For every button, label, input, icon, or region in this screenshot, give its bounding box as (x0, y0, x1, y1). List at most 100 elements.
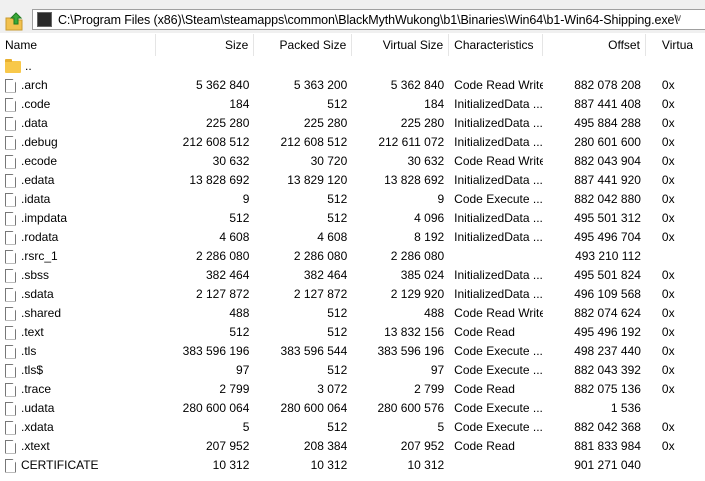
virtual-address-cell: 0x (661, 325, 675, 339)
table-row[interactable]: .rodata 4 608 4 608 8 192 InitializedData ..… (0, 228, 705, 247)
virtual-address-cell: 0x (661, 230, 675, 244)
file-icon (5, 344, 16, 359)
file-name: .xdata (21, 420, 54, 434)
parent-folder-row[interactable]: .. (0, 57, 705, 76)
name-cell: .sbss (0, 266, 156, 285)
virtual-address-cell: 0x (661, 382, 675, 396)
table-row[interactable]: .xdata 5 512 5 Code Execute ... 882 042 368 0x (0, 418, 705, 437)
name-cell: .tls (0, 342, 156, 361)
file-name: .rsrc_1 (21, 249, 58, 263)
size-cell: 382 464 (205, 268, 250, 282)
offset-cell: 495 501 824 (574, 268, 641, 282)
offset-cell: 901 271 040 (574, 458, 641, 472)
characteristics-cell (449, 247, 543, 266)
size-cell: 2 286 080 (195, 249, 250, 263)
size-cell: 13 828 692 (189, 173, 250, 187)
characteristics-cell: Code Read Write (454, 154, 544, 168)
file-icon (5, 306, 16, 321)
virtual-size-cell: 184 (424, 97, 445, 111)
characteristics-cell: Code Read (454, 439, 515, 453)
column-header-name[interactable]: Name (0, 34, 157, 56)
file-name: .xtext (21, 439, 50, 453)
column-header-virtual-address[interactable]: Virtua (661, 38, 694, 52)
file-icon (5, 268, 16, 283)
virtual-size-cell: 4 096 (414, 211, 445, 225)
column-header-size[interactable]: Size (156, 34, 255, 56)
name-cell: .rsrc_1 (0, 247, 156, 266)
up-folder-button[interactable] (4, 10, 26, 32)
table-row[interactable]: .code 184 512 184 InitializedData ... 887 441… (0, 95, 705, 114)
table-row[interactable]: .udata 280 600 064 280 600 064 280 600 576 C… (0, 399, 705, 418)
offset-cell: 882 042 368 (574, 420, 641, 434)
packed-size-cell: 212 608 512 (280, 135, 348, 149)
table-row[interactable]: .impdata 512 512 4 096 InitializedData ... 49… (0, 209, 705, 228)
table-row[interactable]: .idata 9 512 9 Code Execute ... 882 042 880 0x (0, 190, 705, 209)
table-row[interactable]: .trace 2 799 3 072 2 799 Code Read 882 075 13… (0, 380, 705, 399)
packed-size-cell: 280 600 064 (280, 401, 348, 415)
column-header-packed-size[interactable]: Packed Size (254, 34, 353, 56)
file-name: .shared (21, 306, 62, 320)
column-header-offset[interactable]: Offset (543, 34, 646, 56)
characteristics-cell (449, 456, 543, 475)
size-cell: 5 (242, 420, 250, 434)
table-row[interactable]: .edata 13 828 692 13 829 120 13 828 692 Init… (0, 171, 705, 190)
name-cell: .sdata (0, 285, 156, 304)
characteristics-cell: Code Execute ... (454, 192, 543, 206)
virtual-size-cell: 280 600 576 (377, 401, 445, 415)
file-name: .code (21, 97, 51, 111)
name-cell: .edata (0, 171, 156, 190)
table-row[interactable]: .sbss 382 464 382 464 385 024 InitializedDat… (0, 266, 705, 285)
characteristics-cell: Code Read (454, 382, 515, 396)
virtual-address-cell: 0x (661, 363, 675, 377)
size-cell: 2 799 (219, 382, 250, 396)
name-cell: .udata (0, 399, 156, 418)
packed-size-cell: 383 596 544 (280, 344, 348, 358)
packed-size-cell: 512 (327, 325, 348, 339)
column-header-characteristics[interactable]: Characteristics (449, 34, 544, 56)
name-cell: .trace (0, 380, 156, 399)
column-header-virtual-size[interactable]: Virtual Size (352, 34, 450, 56)
table-row[interactable]: .tls$ 97 512 97 Code Execute ... 882 043 392 0… (0, 361, 705, 380)
virtual-address-cell (646, 456, 705, 475)
table-row[interactable]: .text 512 512 13 832 156 Code Read 495 496 19… (0, 323, 705, 342)
table-row[interactable]: .debug 212 608 512 212 608 512 212 611 072 I… (0, 133, 705, 152)
chevron-down-icon[interactable]: ∨ (675, 13, 683, 24)
offset-cell: 882 075 136 (574, 382, 641, 396)
virtual-size-cell: 385 024 (400, 268, 445, 282)
name-cell: .data (0, 114, 156, 133)
table-row[interactable]: .shared 488 512 488 Code Read Write 882 074 6… (0, 304, 705, 323)
file-icon (5, 401, 16, 416)
packed-size-cell: 13 829 120 (287, 173, 348, 187)
offset-cell: 495 884 288 (574, 116, 641, 130)
folder-icon (5, 58, 21, 73)
table-row[interactable]: .tls 383 596 196 383 596 544 383 596 196 Cod… (0, 342, 705, 361)
packed-size-cell: 512 (327, 211, 348, 225)
packed-size-cell: 2 127 872 (293, 287, 348, 301)
size-cell: 184 (229, 97, 250, 111)
file-name: .udata (21, 401, 55, 415)
file-name: .tls (21, 344, 37, 358)
file-icon (5, 135, 16, 150)
size-cell: 30 632 (212, 154, 250, 168)
size-cell: 225 280 (205, 116, 250, 130)
file-name: CERTIFICATE (21, 458, 99, 472)
table-row[interactable]: .sdata 2 127 872 2 127 872 2 129 920 Initial… (0, 285, 705, 304)
file-name: .text (21, 325, 44, 339)
table-row[interactable]: .data 225 280 225 280 225 280 InitializedDat… (0, 114, 705, 133)
packed-size-cell: 512 (327, 420, 348, 434)
offset-cell: 498 237 440 (574, 344, 641, 358)
virtual-address-cell: 0x (661, 211, 675, 225)
characteristics-cell: Code Read Write (454, 306, 544, 320)
table-row[interactable]: CERTIFICATE 10 312 10 312 10 312 901 271 040 (0, 456, 705, 475)
file-icon (5, 363, 16, 378)
table-row[interactable]: .rsrc_1 2 286 080 2 286 080 2 286 080 493 21… (0, 247, 705, 266)
address-bar[interactable]: C:\Program Files (x86)\Steam\steamapps\c… (32, 9, 705, 30)
characteristics-cell: InitializedData ... (454, 230, 543, 244)
size-cell: 9 (242, 192, 250, 206)
virtual-size-cell: 207 952 (400, 439, 445, 453)
table-row[interactable]: .arch 5 362 840 5 363 200 5 362 840 Code Rea… (0, 76, 705, 95)
characteristics-cell: Code Read (454, 325, 515, 339)
name-cell: .tls$ (0, 361, 156, 380)
table-row[interactable]: .ecode 30 632 30 720 30 632 Code Read Write 8… (0, 152, 705, 171)
table-row[interactable]: .xtext 207 952 208 384 207 952 Code Read 881 … (0, 437, 705, 456)
